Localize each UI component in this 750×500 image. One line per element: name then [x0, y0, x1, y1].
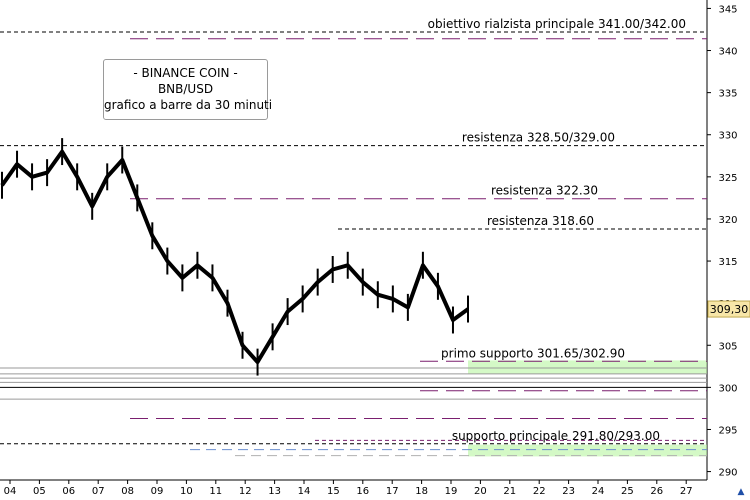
level-label: resistenza 328.50/329.00: [462, 131, 615, 145]
x-tick-label: 15: [327, 486, 340, 497]
y-tick-label: 290: [718, 468, 737, 479]
level-label: resistenza 318.60: [487, 214, 594, 228]
x-tick-label: 07: [92, 486, 105, 497]
x-tick-label: 21: [503, 486, 516, 497]
x-tick-label: 09: [151, 486, 164, 497]
x-tick-label: 26: [650, 486, 663, 497]
x-tick-label: 13: [268, 486, 281, 497]
info-box-pair: BNB/USD: [157, 82, 214, 96]
y-tick-label: 320: [718, 215, 737, 226]
info-box-title: - BINANCE COIN -: [133, 66, 238, 80]
x-tick-label: 04: [4, 486, 17, 497]
x-tick-label: 27: [680, 486, 693, 497]
y-tick-label: 325: [718, 173, 737, 184]
y-tick-label: 345: [718, 4, 737, 15]
x-tick-label: 20: [474, 486, 487, 497]
level-label: primo supporto 301.65/302.90: [441, 346, 625, 360]
x-tick-label: 12: [239, 486, 252, 497]
support-zone: [468, 444, 707, 457]
support-zone: [468, 360, 707, 374]
x-tick-label: 24: [592, 486, 605, 497]
x-tick-label: 17: [386, 486, 399, 497]
x-tick-label: 22: [533, 486, 546, 497]
y-tick-label: 305: [718, 341, 737, 352]
x-tick-label: 19: [445, 486, 458, 497]
last-price-marker: [707, 300, 750, 318]
y-tick-label: 315: [718, 257, 737, 268]
y-tick-label: 295: [718, 425, 737, 436]
price-series-line: [0, 149, 470, 365]
level-label: resistenza 322.30: [491, 184, 598, 198]
x-tick-label: 18: [415, 486, 428, 497]
x-tick-label: 25: [621, 486, 634, 497]
y-tick-label: 340: [718, 47, 737, 58]
y-tick-label: 335: [718, 89, 737, 100]
x-tick-label: 10: [180, 486, 193, 497]
last-price-label: 309,30: [710, 303, 749, 316]
y-tick-label: 300: [718, 383, 737, 394]
x-tick-label: 05: [33, 486, 46, 497]
y-tick-label: 330: [718, 131, 737, 142]
x-tick-label: 08: [121, 486, 134, 497]
x-tick-label: 11: [209, 486, 222, 497]
info-box-timeframe: grafico a barre da 30 minuti: [104, 98, 273, 112]
x-tick-label: 23: [562, 486, 575, 497]
level-label: supporto principale 291.80/293.00: [452, 429, 660, 443]
level-label: obiettivo rialzista principale 341.00/34…: [428, 17, 686, 31]
chart-info-box: - BINANCE COIN - BNB/USD grafico a barre…: [103, 59, 273, 120]
x-tick-label: 16: [356, 486, 369, 497]
x-tick-label: 14: [298, 486, 311, 497]
x-tick-label: 06: [62, 486, 75, 497]
up-arrow-icon[interactable]: ▲: [737, 487, 745, 497]
